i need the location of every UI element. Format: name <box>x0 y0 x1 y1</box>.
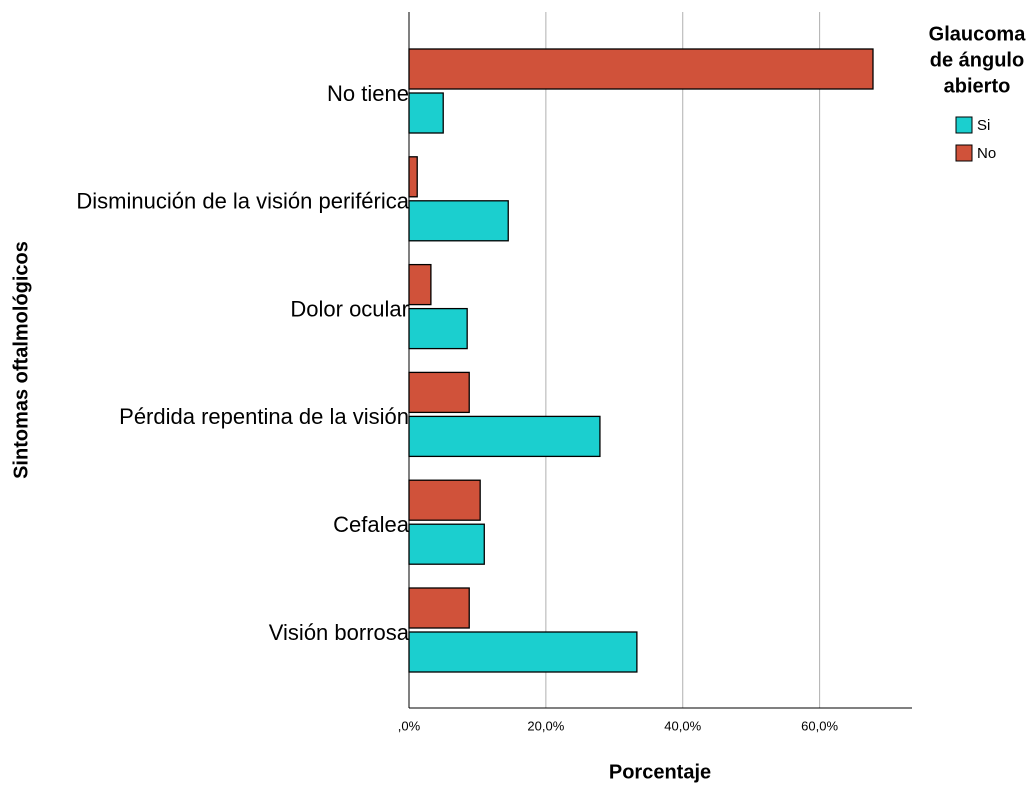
legend-title: de ángulo <box>930 49 1024 71</box>
bar <box>408 92 444 134</box>
bar <box>408 587 470 629</box>
bar <box>408 631 638 673</box>
bar <box>408 307 468 350</box>
bar <box>408 156 418 198</box>
bar <box>408 200 509 242</box>
x-axis-title: Porcentaje <box>609 761 711 783</box>
bar <box>408 415 601 458</box>
bar <box>408 479 481 521</box>
legend-title: Glaucoma <box>929 23 1027 45</box>
y-tick-label: Pérdida repentina de la visión <box>119 404 409 429</box>
legend-swatch <box>955 144 973 162</box>
x-tick-label: 40,0% <box>664 718 701 733</box>
bar <box>408 371 470 414</box>
bar <box>408 48 874 90</box>
legend-label: No <box>977 145 996 162</box>
bar <box>408 523 485 565</box>
y-tick-label: Disminución de la visión periférica <box>76 189 409 214</box>
x-tick-label: 20,0% <box>527 718 564 733</box>
y-tick-label: No tiene <box>327 81 409 106</box>
bar <box>408 263 432 306</box>
y-tick-label: Dolor ocular <box>290 296 409 321</box>
y-tick-label: Cefalea <box>333 512 410 537</box>
x-tick-label: 60,0% <box>801 718 838 733</box>
y-axis-title: Sintomas oftalmológicos <box>10 241 32 479</box>
x-tick-label: ,0% <box>398 718 421 733</box>
legend-title: abierto <box>944 75 1011 97</box>
legend-swatch <box>955 116 973 134</box>
legend-label: Si <box>977 117 990 134</box>
y-tick-label: Visión borrosa <box>269 620 410 645</box>
